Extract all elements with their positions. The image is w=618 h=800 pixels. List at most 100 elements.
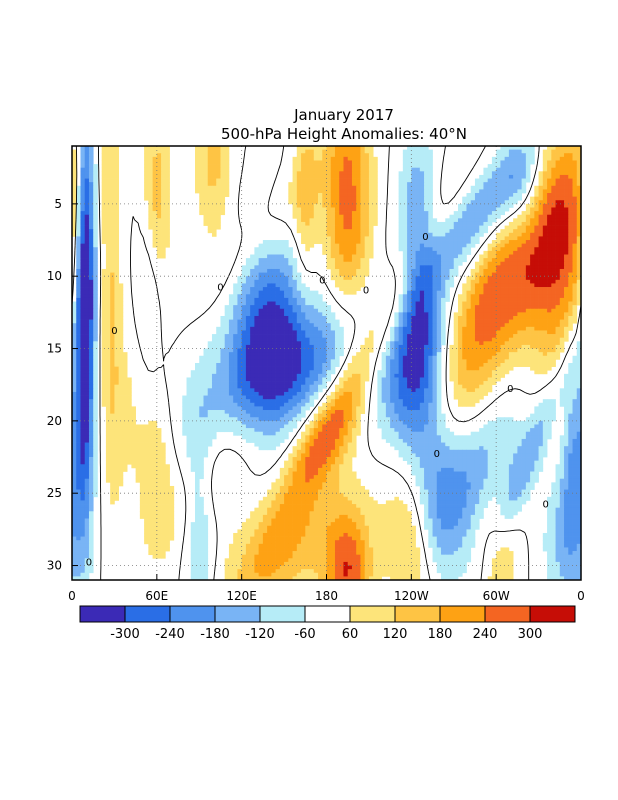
field-cell <box>411 381 416 386</box>
field-cell <box>538 341 544 346</box>
field-cell <box>572 178 578 183</box>
field-cell <box>271 283 276 288</box>
field-cell <box>496 178 501 183</box>
field-cell <box>88 250 94 255</box>
field-cell <box>479 355 484 360</box>
field-cell <box>517 276 522 281</box>
field-cell <box>318 240 323 244</box>
field-cell <box>424 200 429 205</box>
field-cell <box>517 218 522 223</box>
field-cell <box>407 146 412 150</box>
field-cell <box>313 200 319 205</box>
field-cell <box>428 149 433 154</box>
field-cell <box>513 337 518 342</box>
field-cell <box>343 196 349 201</box>
field-cell <box>462 308 467 313</box>
field-cell <box>542 355 548 360</box>
field-cell <box>309 236 315 241</box>
field-cell <box>220 352 226 357</box>
field-cell <box>318 203 323 208</box>
field-cell <box>101 182 107 187</box>
field-cell <box>564 174 569 179</box>
field-cell <box>114 258 120 263</box>
field-cell <box>576 301 581 306</box>
field-cell <box>441 229 446 234</box>
field-cell <box>275 250 281 255</box>
field-cell <box>72 225 77 230</box>
field-cell <box>564 283 569 288</box>
field-cell <box>411 254 416 259</box>
field-cell <box>424 225 429 230</box>
field-cell <box>250 359 255 364</box>
field-cell <box>76 196 81 201</box>
field-cell <box>364 189 370 194</box>
field-cell <box>211 153 217 158</box>
field-cell <box>441 268 446 273</box>
field-cell <box>407 330 412 335</box>
field-cell <box>407 272 412 277</box>
field-cell <box>521 319 527 324</box>
field-cell <box>500 305 505 310</box>
field-cell <box>551 319 556 324</box>
field-cell <box>508 268 514 273</box>
field-cell <box>292 160 298 165</box>
field-cell <box>491 171 497 176</box>
field-cell <box>491 344 497 349</box>
field-cell <box>88 247 94 252</box>
field-cell <box>441 254 446 259</box>
field-cell <box>564 156 569 161</box>
field-cell <box>428 164 433 169</box>
field-cell <box>339 272 344 277</box>
field-cell <box>436 319 442 324</box>
field-cell <box>457 294 463 299</box>
field-cell <box>250 355 255 360</box>
field-cell <box>360 207 366 212</box>
field-cell <box>80 261 86 266</box>
field-cell <box>398 305 404 310</box>
field-cell <box>110 196 115 201</box>
field-cell <box>517 330 522 335</box>
field-cell <box>483 218 489 223</box>
field-cell <box>547 337 552 342</box>
field-cell <box>521 337 527 342</box>
field-cell <box>449 214 455 219</box>
field-cell <box>530 254 535 259</box>
field-cell <box>411 377 416 382</box>
field-cell <box>211 189 217 194</box>
field-cell <box>487 247 493 252</box>
field-cell <box>517 308 522 313</box>
field-cell <box>517 359 522 364</box>
field-cell <box>356 193 361 197</box>
field-cell <box>487 243 493 248</box>
field-cell <box>513 319 518 324</box>
field-cell <box>76 381 81 386</box>
field-cell <box>322 301 327 306</box>
field-cell <box>207 366 213 371</box>
field-cell <box>462 250 467 255</box>
field-cell <box>330 203 336 208</box>
field-cell <box>530 359 535 364</box>
field-cell <box>508 319 514 324</box>
field-cell <box>250 287 255 292</box>
field-cell <box>351 185 357 190</box>
field-cell <box>80 153 86 158</box>
field-cell <box>462 315 467 320</box>
field-cell <box>559 315 565 320</box>
field-cell <box>156 229 162 234</box>
field-cell <box>241 363 247 367</box>
field-cell <box>517 348 522 353</box>
field-cell <box>487 279 493 284</box>
field-cell <box>483 279 489 284</box>
field-cell <box>152 171 158 176</box>
field-cell <box>76 326 81 331</box>
field-cell <box>254 294 259 299</box>
field-cell <box>237 344 243 349</box>
field-cell <box>258 272 264 277</box>
field-cell <box>419 352 425 357</box>
field-cell <box>156 178 162 183</box>
field-cell <box>347 381 353 386</box>
field-cell <box>301 334 306 339</box>
field-cell <box>84 305 90 310</box>
field-cell <box>339 218 344 223</box>
field-cell <box>432 359 438 364</box>
